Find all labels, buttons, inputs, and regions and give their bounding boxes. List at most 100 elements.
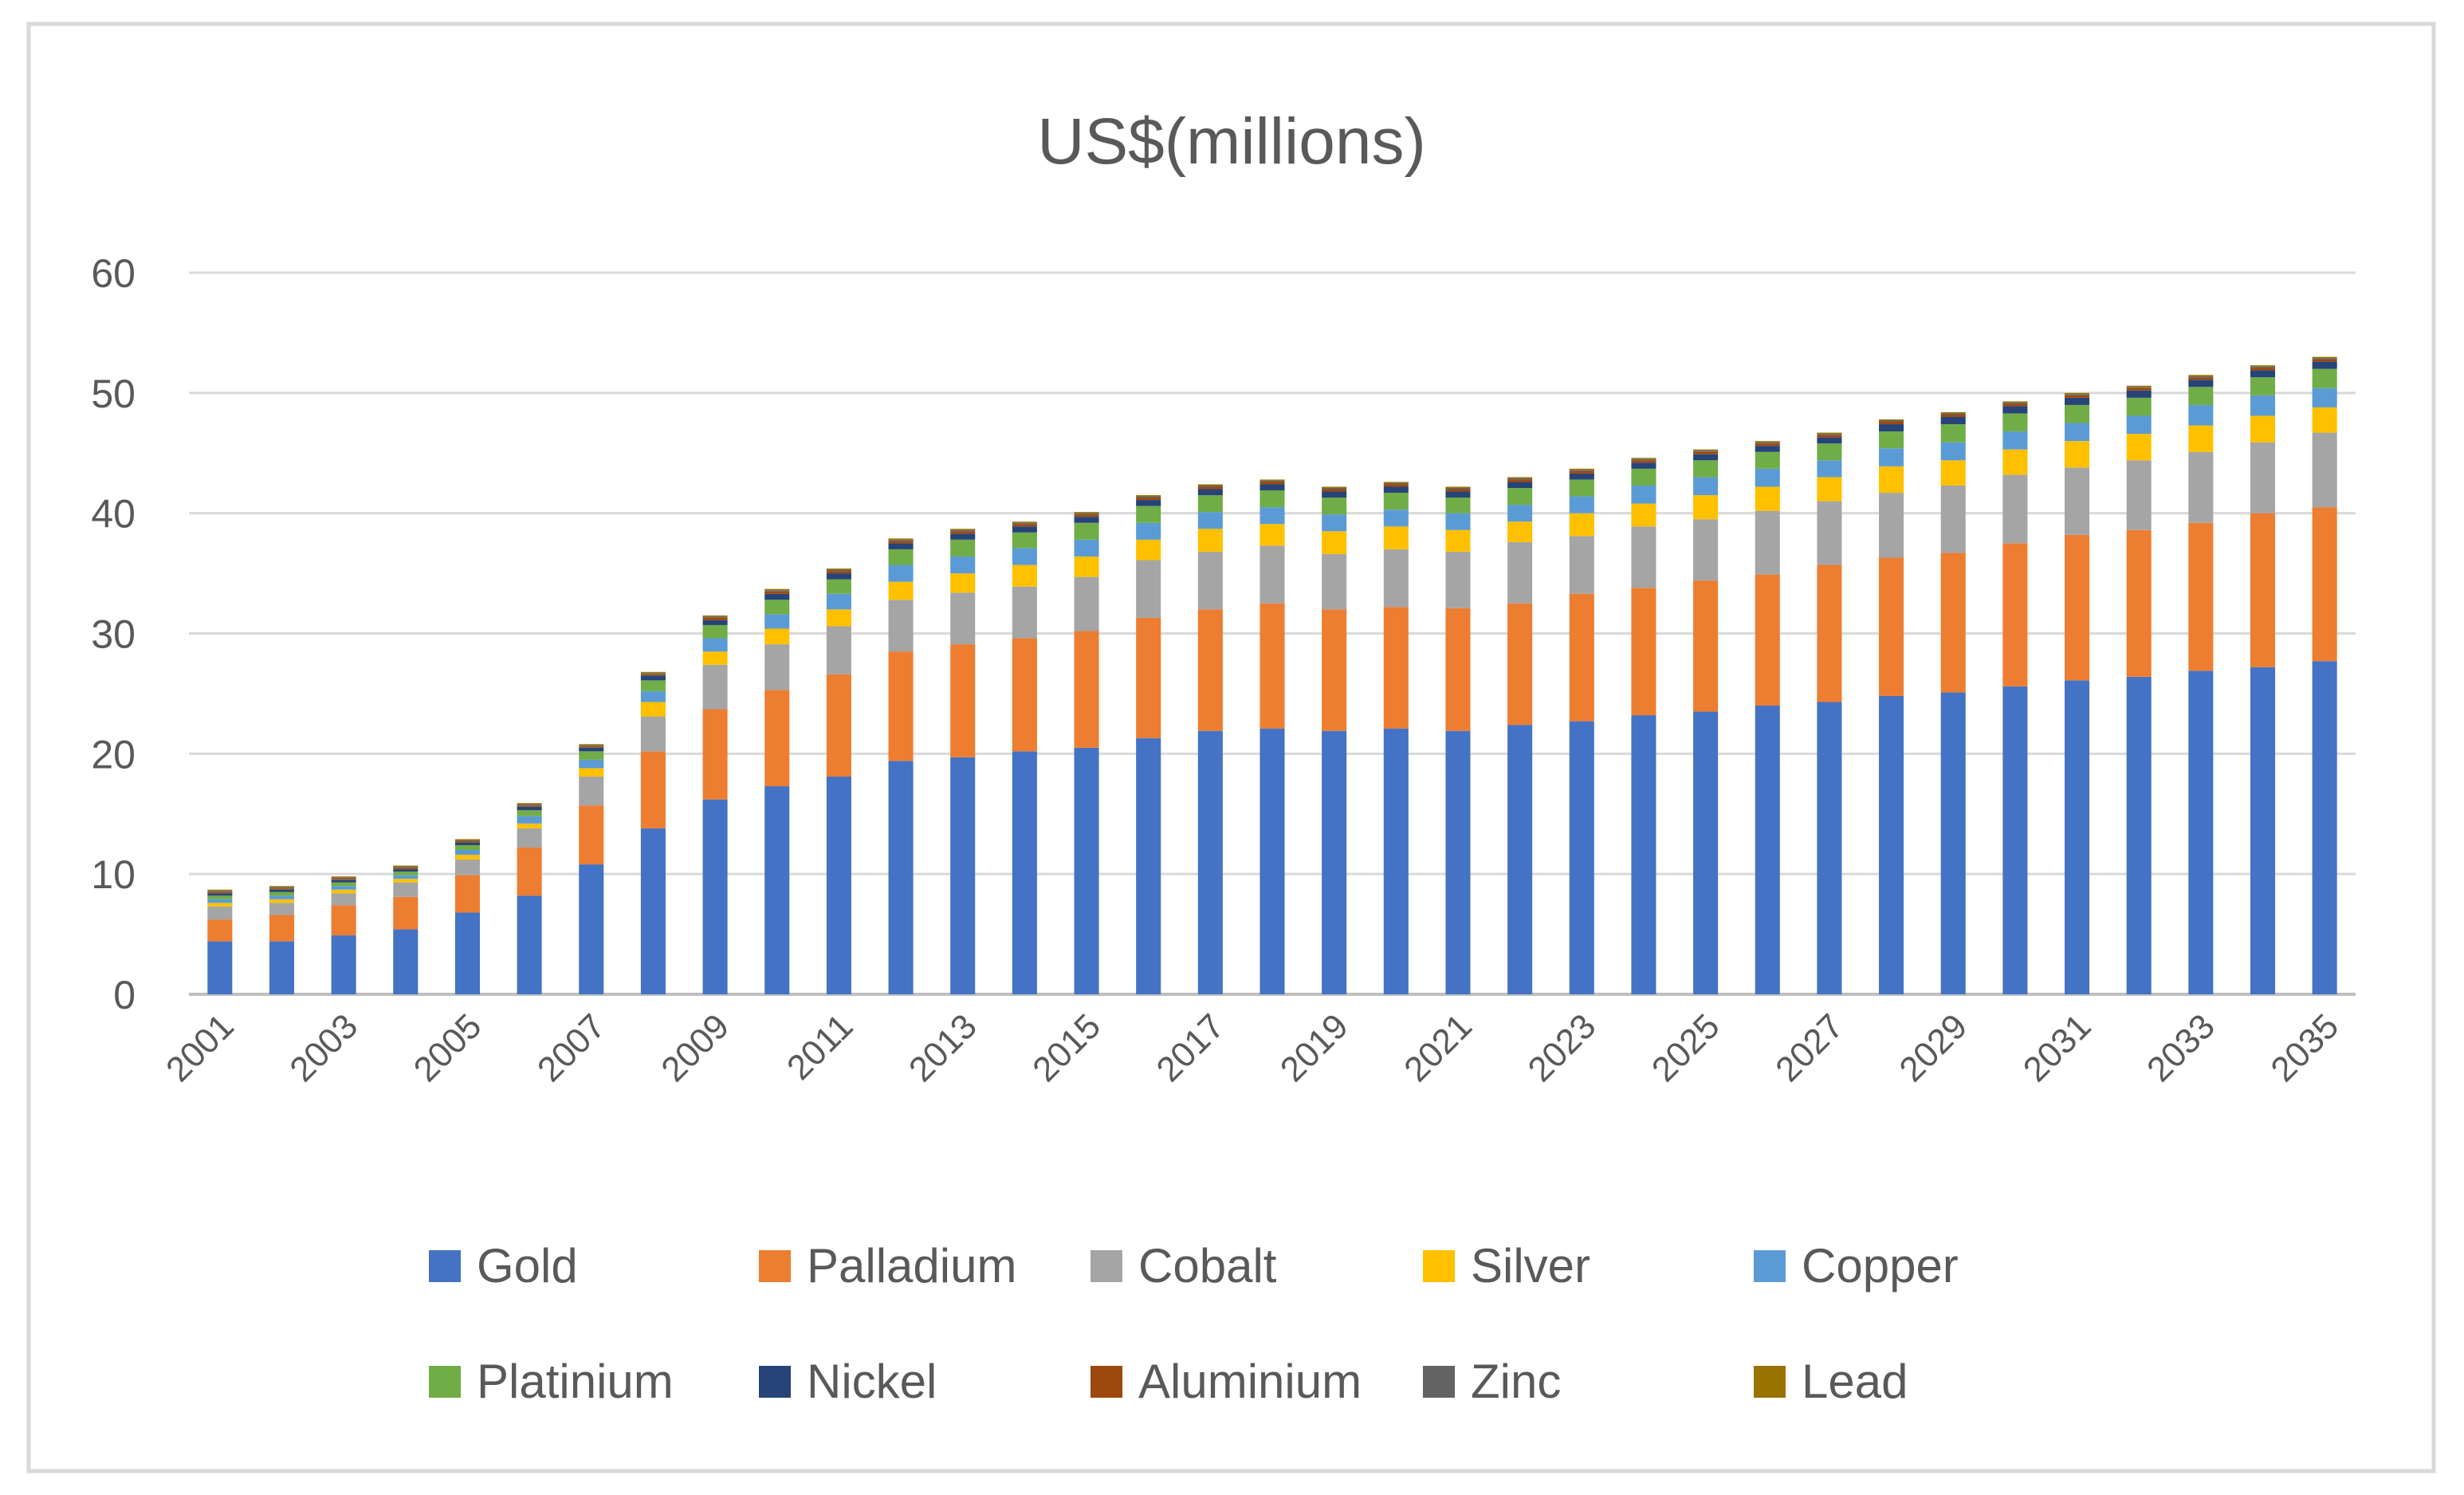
bar-cobalt-2034	[2250, 442, 2276, 513]
bar-palladium-2028	[1879, 557, 1904, 696]
bar-platinium-2014	[1012, 532, 1037, 549]
bar-gold-2020	[1383, 728, 1409, 994]
bar-gold-2023	[1569, 721, 1594, 994]
bar-platinium-2034	[2250, 377, 2276, 395]
bar-nickel-2011	[826, 573, 851, 580]
bar-silver-2014	[1012, 565, 1037, 587]
bar-nickel-2004	[393, 869, 419, 872]
bar-nickel-2023	[1569, 473, 1594, 480]
bar-palladium-2017	[1197, 609, 1223, 731]
bar-platinium-2019	[1322, 498, 1347, 515]
chart-border	[26, 22, 2436, 1473]
bar-platinium-2028	[1879, 431, 1904, 449]
bar-copper-2018	[1260, 507, 1285, 525]
bar-stack-2009	[702, 615, 728, 994]
bar-stack-2014	[1012, 521, 1037, 994]
bar-platinium-2005	[454, 844, 480, 850]
bar-lead-2001	[207, 889, 233, 891]
bar-platinium-2026	[1755, 451, 1780, 469]
bar-cobalt-2001	[207, 906, 233, 920]
bar-aluminium-2031	[2065, 395, 2090, 398]
bar-cobalt-2028	[1879, 493, 1904, 558]
bar-lead-2034	[2250, 365, 2276, 367]
bar-palladium-2023	[1569, 593, 1594, 722]
bar-aluminium-2032	[2126, 388, 2152, 391]
bar-cobalt-2005	[454, 860, 480, 875]
bar-palladium-2032	[2126, 529, 2152, 677]
bar-zinc-2019	[1322, 487, 1347, 490]
bar-copper-2012	[888, 565, 914, 582]
bar-lead-2015	[1074, 512, 1099, 513]
bar-copper-2025	[1693, 477, 1719, 496]
bar-silver-2035	[2312, 407, 2337, 433]
bar-nickel-2031	[2065, 397, 2090, 405]
bar-platinium-2023	[1569, 479, 1594, 497]
bar-gold-2017	[1197, 730, 1223, 994]
bar-zinc-2009	[702, 616, 728, 618]
bar-lead-2029	[1940, 411, 1966, 414]
bar-aluminium-2028	[1879, 422, 1904, 425]
bar-copper-2029	[1940, 442, 1966, 461]
bar-silver-2006	[517, 823, 542, 828]
bar-platinium-2027	[1817, 443, 1842, 461]
bar-nickel-2035	[2312, 361, 2337, 369]
bar-aluminium-2006	[517, 805, 542, 807]
bar-copper-2035	[2312, 388, 2337, 407]
bar-zinc-2027	[1817, 434, 1842, 435]
bar-lead-2023	[1569, 468, 1594, 470]
bar-nickel-2018	[1260, 484, 1285, 491]
bar-stack-2030	[2002, 401, 2028, 994]
bar-lead-2033	[2188, 375, 2214, 376]
bar-silver-2021	[1445, 529, 1471, 552]
legend-swatch	[1091, 1250, 1122, 1282]
bar-platinium-2003	[331, 882, 356, 887]
bar-copper-2030	[2002, 431, 2028, 450]
bar-cobalt-2015	[1074, 576, 1099, 631]
bar-aluminium-2029	[1940, 414, 1966, 417]
bar-copper-2033	[2188, 404, 2214, 426]
bar-cobalt-2024	[1631, 526, 1656, 588]
legend-swatch	[1754, 1366, 1786, 1398]
bar-cobalt-2002	[269, 903, 295, 915]
bar-gold-2024	[1631, 715, 1656, 994]
legend-label: Silver	[1471, 1239, 1590, 1292]
bar-zinc-2022	[1507, 478, 1533, 480]
bar-cobalt-2007	[579, 776, 604, 806]
bar-palladium-2030	[2002, 543, 2028, 687]
bar-cobalt-2009	[702, 664, 728, 710]
bar-cobalt-2011	[826, 626, 851, 675]
bar-gold-2030	[2002, 686, 2028, 994]
y-tick-label: 60	[91, 251, 136, 296]
legend-item-silver: Silver	[1423, 1239, 1590, 1292]
bar-copper-2009	[702, 638, 728, 652]
bar-lead-2032	[2126, 385, 2152, 388]
y-tick-label: 50	[91, 372, 136, 416]
bar-lead-2007	[579, 744, 604, 746]
bar-lead-2021	[1445, 486, 1471, 488]
bar-platinium-2012	[888, 549, 914, 565]
bar-silver-2033	[2188, 425, 2214, 452]
bar-cobalt-2018	[1260, 545, 1285, 604]
bar-lead-2019	[1322, 486, 1347, 488]
bar-gold-2028	[1879, 695, 1904, 994]
legend-label: Lead	[1802, 1355, 1908, 1408]
bar-aluminium-2033	[2188, 377, 2214, 380]
bar-cobalt-2013	[950, 592, 976, 645]
bar-stack-2010	[764, 588, 790, 994]
bar-stack-2027	[1817, 432, 1842, 994]
legend-item-zinc: Zinc	[1423, 1355, 1561, 1408]
legend-label: Palladium	[807, 1239, 1016, 1292]
bar-palladium-2025	[1693, 580, 1719, 712]
bar-palladium-2021	[1445, 608, 1471, 731]
bar-palladium-2008	[640, 751, 666, 828]
bar-palladium-2005	[454, 875, 480, 913]
bar-stack-2029	[1940, 411, 1966, 994]
bar-gold-2003	[331, 935, 356, 994]
bar-cobalt-2026	[1755, 510, 1780, 575]
bar-zinc-2020	[1383, 482, 1409, 485]
bar-nickel-2027	[1817, 437, 1842, 444]
bar-aluminium-2019	[1322, 489, 1347, 492]
bar-stack-2033	[2188, 375, 2214, 994]
bar-copper-2034	[2250, 395, 2276, 416]
bar-palladium-2006	[517, 847, 542, 896]
